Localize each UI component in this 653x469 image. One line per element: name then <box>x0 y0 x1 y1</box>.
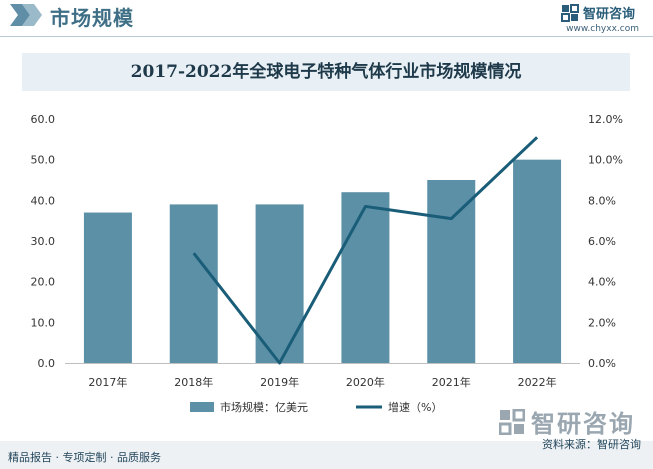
y-left-tick-label: 60.0 <box>31 113 56 126</box>
x-tick-label: 2021年 <box>432 375 471 389</box>
legend-label-bar: 市场规模：亿美元 <box>220 400 308 414</box>
y-left-tick-label: 10.0 <box>31 316 56 329</box>
footer-brand: 智研咨询 <box>499 404 635 439</box>
bar <box>427 180 476 363</box>
x-tick-label: 2020年 <box>346 375 385 389</box>
x-tick-label: 2017年 <box>88 375 127 389</box>
y-left-tick-label: 40.0 <box>31 194 56 207</box>
x-tick-label: 2018年 <box>174 375 213 389</box>
y-right-tick-label: 8.0% <box>588 194 616 207</box>
x-tick-label: 2022年 <box>518 375 557 389</box>
double-chevron-icon <box>10 4 42 26</box>
bar <box>341 192 390 363</box>
header-bar: 市场规模 智研咨询 www.chyxx.com <box>0 0 653 34</box>
chart: 0.0 10.0 20.0 30.0 40.0 50.0 60.0 0.0% 2.0% 4.0% 6… <box>31 113 623 414</box>
footer-band <box>0 441 653 469</box>
y-right-tick-label: 10.0% <box>588 154 623 167</box>
series-line-growth <box>192 136 539 365</box>
brand: 智研咨询 <box>560 3 635 22</box>
x-tick-label: 2019年 <box>260 375 299 389</box>
legend-label-line: 增速（%） <box>388 400 442 414</box>
y-right-tick-label: 12.0% <box>588 113 623 126</box>
y-right-tick-label: 6.0% <box>588 235 616 248</box>
legend-swatch-bar <box>190 402 214 412</box>
y-left-tick-label: 0.0 <box>38 357 56 370</box>
footer-brand-logo-icon <box>499 408 525 435</box>
footer-brand-name: 智研咨询 <box>531 410 635 438</box>
chart-title-box: 2017-2022年全球电子特种气体行业市场规模情况 <box>22 53 630 91</box>
y-right-tick-label: 4.0% <box>588 276 616 289</box>
brand-name: 智研咨询 <box>582 7 635 22</box>
y-right-tick-label: 0.0% <box>588 357 616 370</box>
bar <box>169 204 218 363</box>
source-note: 资料来源：智研咨询 <box>542 438 641 451</box>
y-left-tick-label: 20.0 <box>31 276 56 289</box>
y-right-tick-label: 2.0% <box>588 316 616 329</box>
brand-logo-icon <box>560 3 579 22</box>
bar <box>513 159 562 363</box>
bar <box>83 212 132 363</box>
page-title: 市场规模 <box>50 6 134 30</box>
header-divider <box>0 36 653 37</box>
brand-url: www.chyxx.com <box>566 24 639 34</box>
y-left-tick-label: 30.0 <box>31 235 56 248</box>
footer-slogan: 精品报告 · 专项定制 · 品质服务 <box>8 451 161 464</box>
chart-title: 2017-2022年全球电子特种气体行业市场规模情况 <box>130 62 522 82</box>
y-left-tick-label: 50.0 <box>31 154 56 167</box>
